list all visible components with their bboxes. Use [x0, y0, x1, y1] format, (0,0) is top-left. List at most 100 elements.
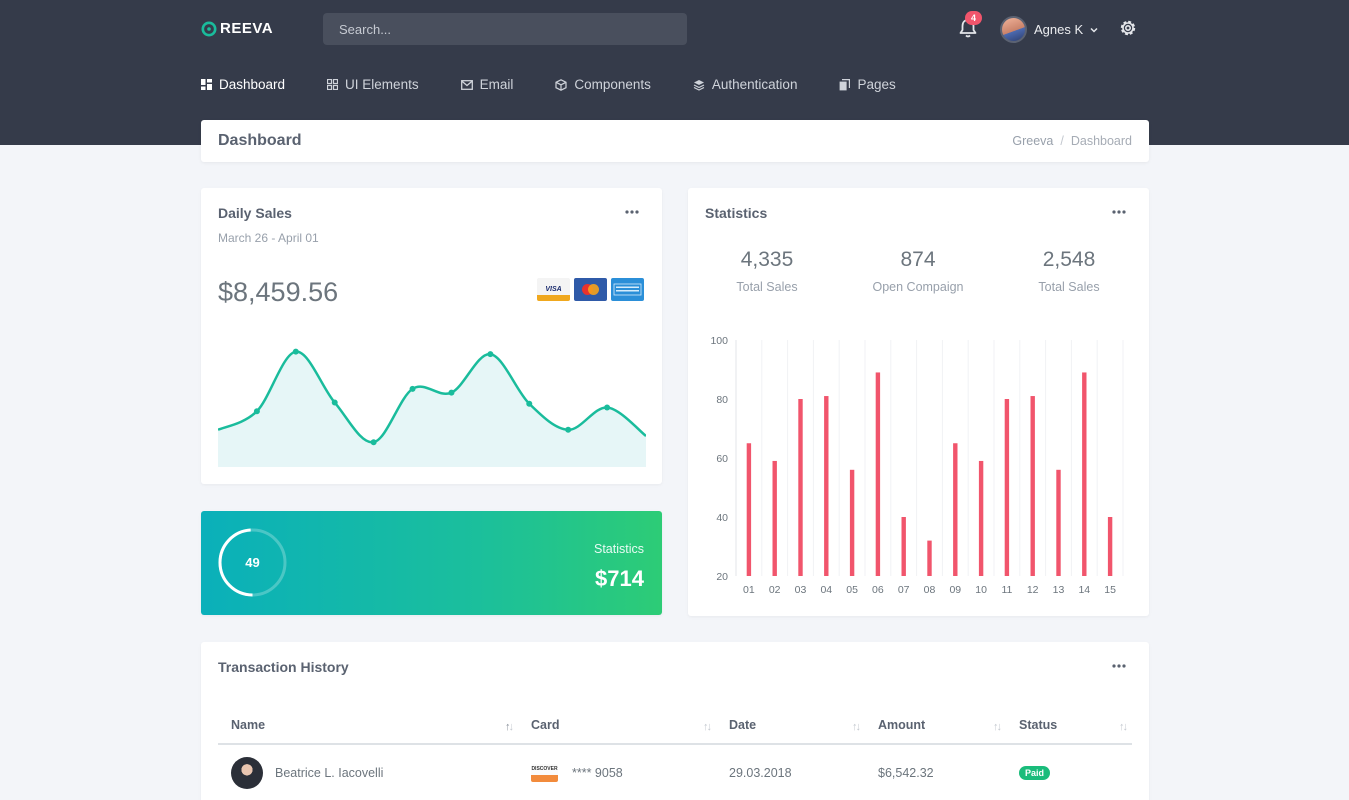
- statistics-bar-chart: 20 40 60 80 100 01 02 03 04 05 06 07 08 09 10 11 12 13 14 1…: [710, 335, 1124, 596]
- menu-item-dashboard[interactable]: Dashboard: [201, 77, 285, 92]
- column-header-amount[interactable]: Amount ↑↓: [865, 706, 1006, 745]
- main-menu: Dashboard UI Elements Email Components A…: [201, 77, 938, 92]
- data-point: [292, 348, 299, 355]
- menu-item-authentication[interactable]: Authentication: [693, 77, 798, 92]
- bar: [927, 540, 932, 576]
- copy-icon: [840, 78, 851, 90]
- user-menu[interactable]: Agnes K: [1000, 16, 1098, 43]
- avatar: [1000, 16, 1027, 43]
- x-tick-label: 01: [743, 584, 755, 596]
- notification-badge: 4: [965, 11, 982, 25]
- menu-item-label: Pages: [857, 77, 896, 92]
- discover-card-icon: DISCOVER: [531, 763, 558, 782]
- kpi-value: 4,335: [740, 248, 794, 271]
- bar: [1004, 399, 1010, 576]
- bar: [1082, 372, 1087, 576]
- status-cell: Paid: [1006, 744, 1132, 800]
- menu-item-components[interactable]: Components: [555, 77, 651, 92]
- stack-icon: [693, 79, 705, 91]
- progress-value: 49: [245, 555, 260, 570]
- kpi-total-sales: 4,335 Total Sales: [707, 248, 827, 294]
- menu-item-ui-elements[interactable]: UI Elements: [327, 77, 419, 92]
- data-point: [331, 399, 338, 406]
- menu-item-label: Email: [479, 77, 514, 92]
- logo-icon: [201, 21, 217, 36]
- data-point: [370, 439, 377, 446]
- more-icon[interactable]: [1112, 663, 1126, 669]
- page-title-bar: Dashboard Greeva / Dashboard: [201, 120, 1149, 162]
- kpi-label: Total Sales: [736, 280, 798, 294]
- kpi-label: Open Compaign: [872, 280, 964, 294]
- data-point: [526, 400, 533, 407]
- more-icon[interactable]: [1112, 209, 1126, 215]
- avatar: [231, 756, 263, 789]
- card-number: **** 9058: [572, 765, 623, 780]
- x-tick-label: 08: [924, 584, 936, 596]
- menu-item-label: Authentication: [711, 77, 798, 92]
- logo[interactable]: REEVA: [201, 20, 273, 37]
- column-header-card[interactable]: Card ↑↓: [518, 706, 716, 745]
- statistics-widget: 49 Statistics $714: [201, 511, 662, 615]
- x-tick-label: 11: [1001, 584, 1012, 596]
- data-point: [604, 404, 611, 411]
- card-title: Daily Sales: [218, 205, 292, 221]
- x-tick-label: 13: [1053, 584, 1065, 596]
- x-tick-label: 05: [846, 584, 858, 596]
- column-header-status[interactable]: Status ↑↓: [1006, 706, 1132, 745]
- mail-icon: [460, 79, 473, 90]
- search-input[interactable]: [323, 13, 687, 45]
- kpi-value: 874: [900, 248, 936, 271]
- more-icon[interactable]: [625, 209, 639, 215]
- sort-icon: ↑↓: [852, 721, 861, 733]
- area-fill: [218, 351, 646, 467]
- progress-ring: [218, 528, 287, 597]
- x-tick-label: 12: [1027, 584, 1039, 596]
- bar: [978, 460, 984, 576]
- breadcrumb-link[interactable]: Greeva: [1012, 134, 1054, 148]
- column-header-name[interactable]: Name ↑↓: [218, 706, 518, 745]
- mastercard-icon: [574, 278, 607, 301]
- kpi-open-campaign: 874 Open Compaign: [858, 248, 978, 294]
- data-point: [487, 351, 494, 358]
- x-tick-label: 09: [949, 584, 961, 596]
- card-title: Transaction History: [218, 659, 349, 675]
- menu-item-email[interactable]: Email: [460, 77, 514, 92]
- table-row[interactable]: Beatrice L. Iacovelli DISCOVER **** 9058…: [218, 744, 1132, 800]
- card-title: Statistics: [705, 205, 768, 221]
- x-tick-label: 14: [1078, 584, 1090, 596]
- daily-sales-card: Daily Sales March 26 - April 01 $8,459.5…: [201, 188, 662, 484]
- menu-item-label: Components: [574, 77, 651, 92]
- bar: [824, 396, 829, 576]
- visa-icon: VISA: [537, 278, 570, 301]
- bar: [746, 443, 752, 576]
- column-header-date[interactable]: Date ↑↓: [716, 706, 865, 745]
- transactions-table: Name ↑↓ Card ↑↓ Date ↑↓ Amount ↑↓ Status ↑↓ B…: [218, 706, 1132, 800]
- bar: [1107, 517, 1113, 576]
- menu-item-pages[interactable]: Pages: [839, 77, 896, 92]
- x-tick-label: 07: [898, 584, 910, 596]
- breadcrumb-separator: /: [1060, 134, 1064, 148]
- sales-amount: $8,459.56: [218, 277, 339, 307]
- bar: [901, 517, 906, 576]
- breadcrumb: Greeva / Dashboard: [1012, 134, 1132, 148]
- layers-icon: [327, 79, 339, 90]
- data-point: [253, 408, 260, 415]
- bar: [875, 372, 881, 576]
- gear-icon[interactable]: [1118, 18, 1138, 38]
- status-badge: Paid: [1019, 766, 1051, 780]
- amex-icon: [611, 278, 644, 301]
- kpi-label: Total Sales: [1038, 280, 1100, 294]
- menu-item-label: Dashboard: [219, 77, 286, 92]
- y-tick-label: 100: [710, 335, 728, 347]
- svg-text:VISA: VISA: [545, 286, 561, 293]
- card-cell: DISCOVER **** 9058: [518, 744, 716, 800]
- x-tick-label: 15: [1104, 584, 1116, 596]
- bar: [798, 399, 803, 576]
- logo-text: REEVA: [220, 20, 274, 37]
- sort-icon: ↑↓: [1119, 721, 1128, 733]
- y-tick-label: 60: [716, 453, 728, 465]
- x-tick-label: 10: [975, 584, 987, 596]
- x-tick-label: 02: [769, 584, 781, 596]
- y-tick-label: 80: [716, 394, 728, 406]
- bar: [772, 460, 777, 576]
